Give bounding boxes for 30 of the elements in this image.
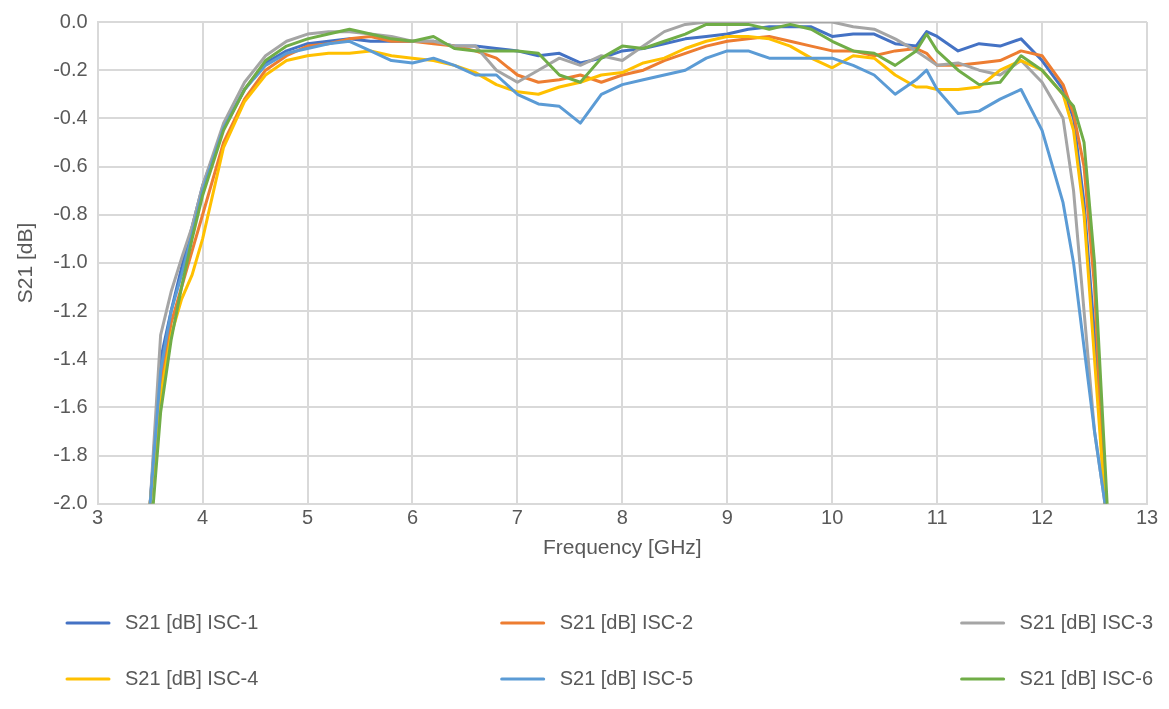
x-axis-title: Frequency [GHz] <box>542 535 702 559</box>
legend-label: S21 [dB] ISC-6 <box>1019 666 1154 689</box>
x-tick-label: 13 <box>1135 506 1159 529</box>
x-tick-label: 12 <box>1030 506 1054 529</box>
x-tick-label: 4 <box>197 506 209 529</box>
x-tick-label: 8 <box>616 506 628 529</box>
y-tick-label: 0.0 <box>59 9 88 32</box>
y-tick-label: -0.8 <box>53 202 88 225</box>
y-tick-label: -1.6 <box>53 394 88 417</box>
x-tick-label: 3 <box>92 506 104 529</box>
y-tick-label: -1.2 <box>53 298 88 321</box>
y-tick-label: -1.8 <box>53 443 88 466</box>
x-tick-label: 11 <box>926 506 948 529</box>
x-tick-label: 6 <box>406 506 419 529</box>
x-tick-label: 9 <box>721 506 733 529</box>
y-tick-label: -1.0 <box>53 250 88 273</box>
y-tick-label: -1.4 <box>53 346 88 369</box>
legend-label: S21 [dB] ISC-5 <box>559 666 694 689</box>
y-tick-label: -0.6 <box>53 154 88 177</box>
legend-label: S21 [dB] ISC-2 <box>559 610 694 633</box>
y-tick-label: -0.4 <box>53 105 88 128</box>
y-axis-title: S21 [dB] <box>13 222 37 304</box>
x-tick-label: 5 <box>301 506 314 529</box>
legend-label: S21 [dB] ISC-4 <box>125 666 259 689</box>
legend-label: S21 [dB] ISC-3 <box>1019 610 1154 633</box>
x-tick-label: 10 <box>821 506 844 529</box>
y-tick-label: -2.0 <box>53 491 88 514</box>
legend-label: S21 [dB] ISC-1 <box>125 610 259 633</box>
x-tick-label: 7 <box>511 506 523 529</box>
y-tick-label: -0.2 <box>53 57 88 80</box>
